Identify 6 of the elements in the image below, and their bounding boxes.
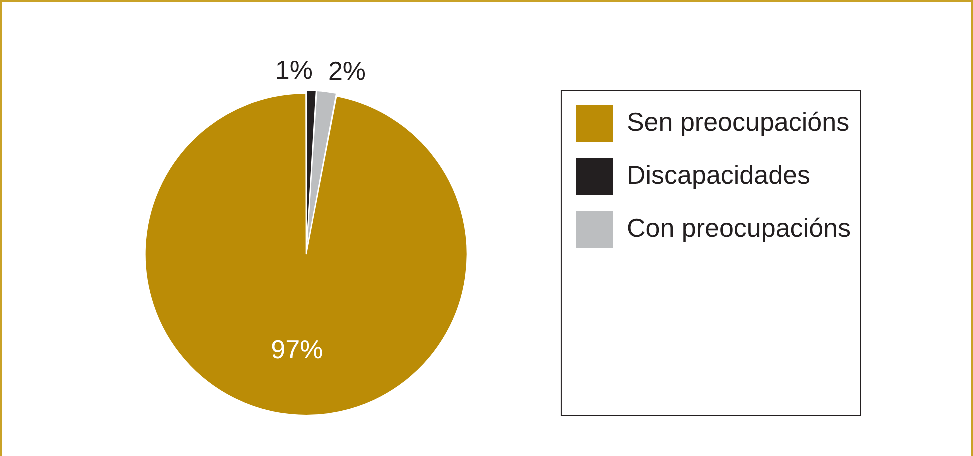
legend-label: Sen preocupacións: [626, 107, 850, 138]
legend-label: Discapacidades: [626, 160, 811, 190]
legend-label: Con preocupacións: [626, 213, 852, 244]
data-label: 2%: [328, 56, 366, 86]
data-label: 97%: [271, 334, 324, 365]
data-label: 1%: [275, 54, 313, 85]
